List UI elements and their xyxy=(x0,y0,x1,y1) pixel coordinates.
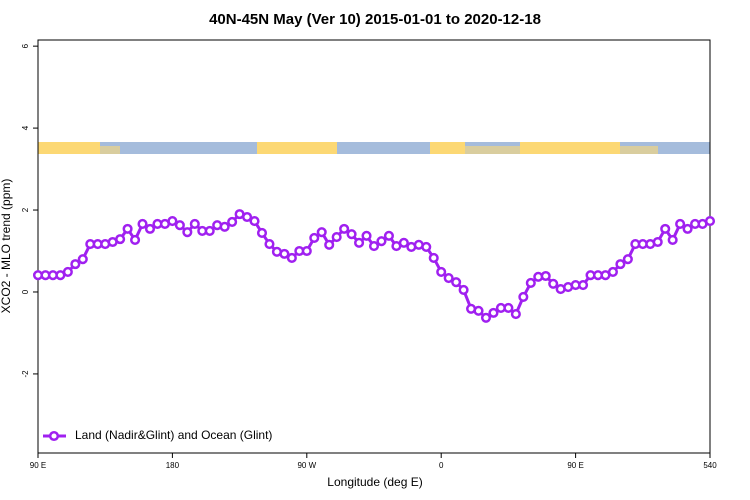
data-point xyxy=(428,252,439,264)
data-point xyxy=(675,218,686,230)
land-band xyxy=(520,142,620,154)
data-point xyxy=(540,270,551,282)
surface-band xyxy=(38,142,710,154)
land-band xyxy=(38,142,100,154)
data-point xyxy=(458,284,469,295)
y-axis-label: XCO2 - MLO trend (ppm) xyxy=(0,179,13,314)
x-tick-label: 90 W xyxy=(297,461,316,470)
data-point xyxy=(70,259,81,270)
data-point xyxy=(339,223,350,234)
x-tick-label: 0 xyxy=(439,461,444,470)
data-point xyxy=(189,218,200,230)
y-tick-label: 0 xyxy=(21,289,30,294)
x-tick-label: 90 E xyxy=(567,461,583,470)
x-tick-label: 90 E xyxy=(30,461,46,470)
data-point xyxy=(525,277,536,289)
data-point xyxy=(204,225,215,236)
data-point xyxy=(77,254,88,265)
x-tick-label: 180 xyxy=(166,461,180,470)
data-point xyxy=(316,227,327,238)
data-point xyxy=(137,218,148,230)
data-point xyxy=(376,236,387,247)
data-point xyxy=(368,241,380,252)
data-point xyxy=(607,266,618,277)
data-point xyxy=(578,279,589,291)
land-band xyxy=(465,146,520,154)
y-tick-label: 2 xyxy=(21,207,30,212)
data-point xyxy=(242,211,253,223)
data-point xyxy=(249,216,260,227)
data-point xyxy=(361,230,372,241)
data-point xyxy=(473,305,484,316)
data-point xyxy=(488,307,499,318)
land-band xyxy=(100,146,120,154)
data-point xyxy=(331,232,342,243)
data-point xyxy=(660,223,671,234)
land-band xyxy=(430,142,465,154)
data-point xyxy=(167,216,178,227)
x-tick-label: 540 xyxy=(703,461,717,470)
data-point xyxy=(115,234,126,245)
data-point xyxy=(286,252,297,264)
x-axis-label: Longitude (deg E) xyxy=(327,475,422,489)
data-point xyxy=(615,259,626,270)
data-point xyxy=(301,245,312,257)
data-point xyxy=(383,230,394,241)
data-point xyxy=(622,254,633,265)
data-point xyxy=(451,277,462,288)
data-point xyxy=(256,227,268,239)
legend-marker xyxy=(48,430,60,442)
data-point xyxy=(219,221,230,232)
data-point xyxy=(279,248,290,259)
y-tick-label: 6 xyxy=(21,43,30,48)
data-point xyxy=(62,266,73,277)
land-band xyxy=(620,146,658,154)
data-point xyxy=(548,278,559,289)
data-point xyxy=(704,216,716,227)
data-point xyxy=(122,223,133,234)
series-line xyxy=(38,212,711,320)
data-point xyxy=(667,234,678,245)
data-point xyxy=(421,241,432,252)
chart-title: 40N-45N May (Ver 10) 2015-01-01 to 2020-… xyxy=(209,11,541,28)
data-point xyxy=(130,234,141,245)
data-point xyxy=(309,232,320,243)
data-point xyxy=(480,312,492,323)
data-point xyxy=(503,302,514,314)
plot-frame xyxy=(37,39,711,454)
data-point xyxy=(398,237,409,248)
data-point xyxy=(443,272,454,284)
data-point xyxy=(324,239,335,250)
data-point xyxy=(144,223,156,234)
land-band xyxy=(257,142,337,154)
data-point xyxy=(227,216,238,227)
y-tick-label: -2 xyxy=(21,370,30,378)
data-point xyxy=(682,223,693,234)
data-point xyxy=(174,220,185,231)
data-point xyxy=(510,309,521,320)
data-point xyxy=(436,266,447,277)
data-point xyxy=(264,238,275,250)
data-point xyxy=(354,237,365,248)
y-tick-label: 4 xyxy=(21,125,30,130)
data-point xyxy=(346,229,357,240)
data-point xyxy=(182,227,193,238)
data-point xyxy=(518,291,529,302)
legend-label: Land (Nadir&Glint) and Ocean (Glint) xyxy=(75,428,272,442)
data-point xyxy=(652,236,663,248)
